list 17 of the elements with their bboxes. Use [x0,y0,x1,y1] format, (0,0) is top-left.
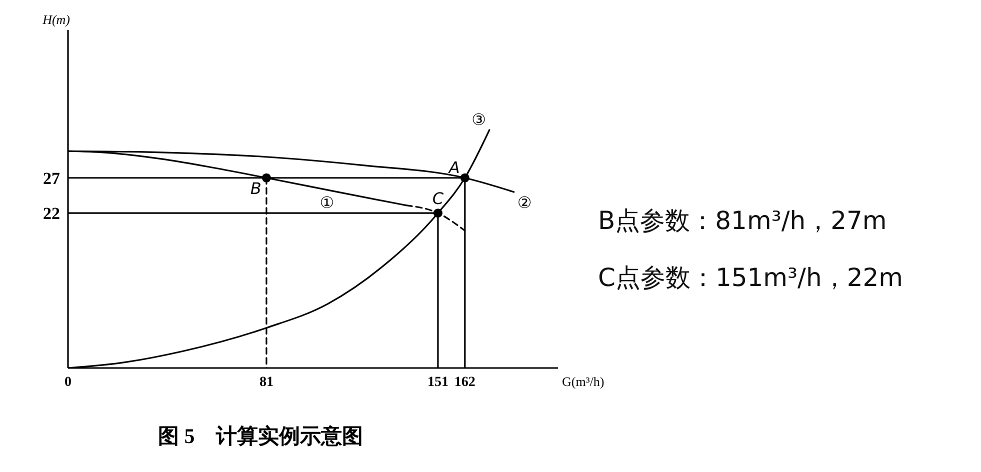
x-axis-title: G(m³/h) [562,374,604,389]
annotation: C [432,188,444,208]
text: C点参数：151m³/h，22m [598,262,903,294]
x-tick-label: 162 [454,374,476,390]
text: B点参数：81m³/h，27m [598,205,887,237]
x-tick-label: 151 [427,374,448,390]
annotation: ② [517,193,532,212]
y-tick-label: 22 [43,204,60,224]
x-tick-label: 81 [259,374,274,390]
y-axis-title: H(m) [42,12,70,27]
x-tick-label: 0 [64,374,72,390]
annotation: ③ [472,110,486,130]
annotation: ① [320,193,334,212]
y-tick-label: 27 [43,168,60,188]
annotation: B [250,179,262,198]
annotation: A [448,158,460,177]
text: 图 5 计算实例示意图 [158,423,363,450]
